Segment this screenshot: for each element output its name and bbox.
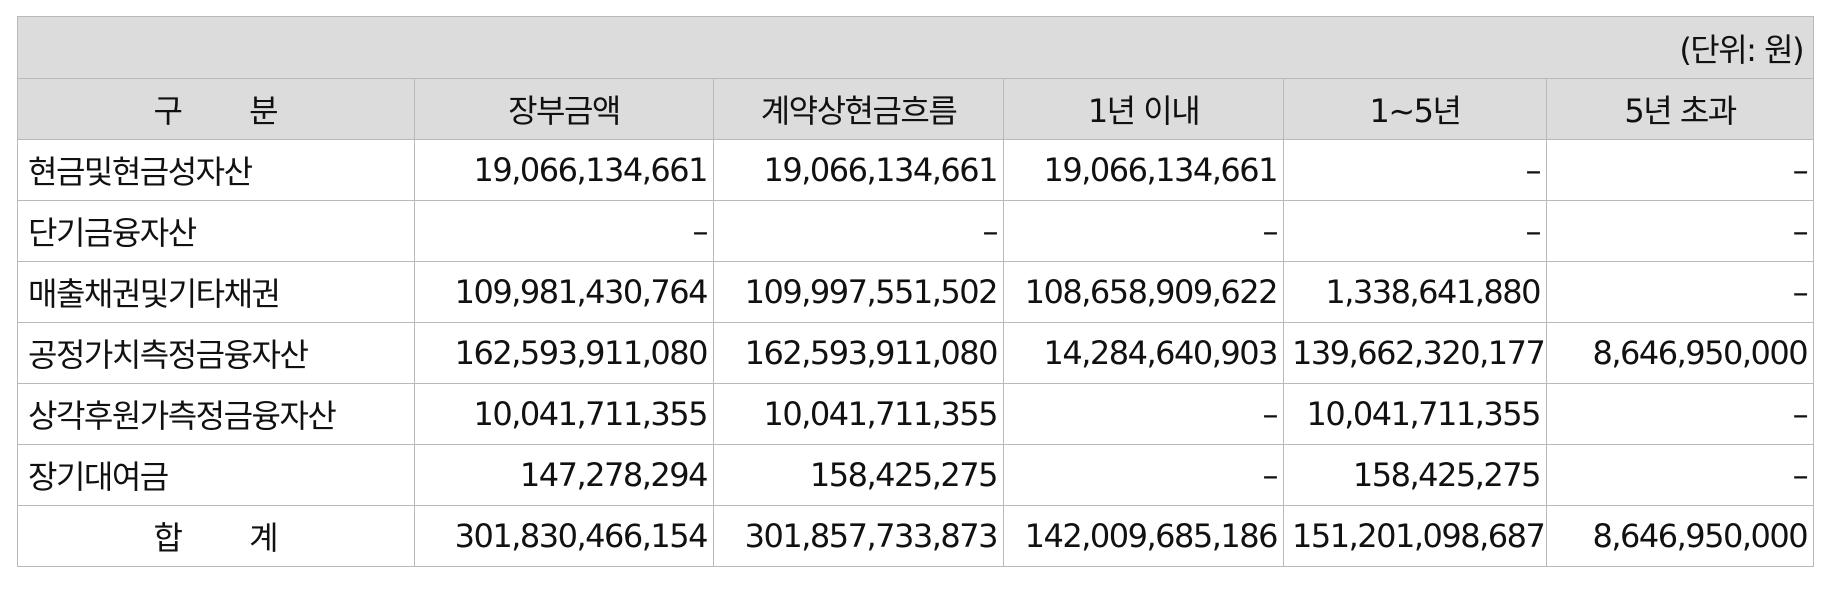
total-over-5-years: 8,646,950,000	[1545, 505, 1815, 567]
cell-carrying-amount: 10,041,711,355	[414, 383, 714, 445]
cell-1-to-5-years: 1,338,641,880	[1283, 261, 1547, 323]
cell-carrying-amount: 109,981,430,764	[414, 261, 714, 323]
cell-within-1-year: 19,066,134,661	[1003, 139, 1284, 201]
cell-within-1-year: 14,284,640,903	[1003, 322, 1284, 384]
cell-over-5-years: 8,646,950,000	[1545, 322, 1815, 384]
cell-within-1-year: –	[1003, 383, 1284, 445]
cell-1-to-5-years: –	[1283, 139, 1547, 201]
table-row: 단기금융자산 – – – – –	[17, 200, 1815, 262]
cell-contractual-cash-flow: –	[713, 200, 1004, 262]
row-label: 장기대여금	[17, 444, 415, 506]
header-row: 구 분 장부금액 계약상현금흐름 1년 이내 1~5년 5년 초과	[17, 78, 1815, 140]
cell-within-1-year: –	[1003, 200, 1284, 262]
cell-over-5-years: –	[1545, 139, 1815, 201]
cell-over-5-years: –	[1545, 444, 1815, 506]
header-1-to-5-years: 1~5년	[1283, 78, 1547, 140]
table-row: 현금및현금성자산 19,066,134,661 19,066,134,661 1…	[17, 139, 1815, 201]
header-within-1-year: 1년 이내	[1003, 78, 1284, 140]
unit-label: (단위: 원)	[16, 16, 1815, 79]
header-contractual-cash-flow: 계약상현금흐름	[713, 78, 1004, 140]
cell-1-to-5-years: 139,662,320,177	[1283, 322, 1547, 384]
cell-within-1-year: –	[1003, 444, 1284, 506]
cell-over-5-years: –	[1545, 200, 1815, 262]
row-label: 상각후원가측정금융자산	[17, 383, 415, 445]
row-label: 공정가치측정금융자산	[17, 322, 415, 384]
total-carrying-amount: 301,830,466,154	[414, 505, 714, 567]
liquidity-table-container: (단위: 원) 구 분 장부금액 계약상현금흐름 1년 이내 1~5년 5년 초…	[16, 16, 1815, 567]
cell-over-5-years: –	[1545, 261, 1815, 323]
cell-contractual-cash-flow: 109,997,551,502	[713, 261, 1004, 323]
total-label: 합 계	[17, 505, 415, 567]
total-row: 합 계 301,830,466,154 301,857,733,873 142,…	[17, 505, 1815, 567]
header-carrying-amount: 장부금액	[414, 78, 714, 140]
table-row: 공정가치측정금융자산 162,593,911,080 162,593,911,0…	[17, 322, 1815, 384]
cell-1-to-5-years: –	[1283, 200, 1547, 262]
financial-asset-maturity-table: (단위: 원) 구 분 장부금액 계약상현금흐름 1년 이내 1~5년 5년 초…	[16, 16, 1815, 567]
row-label: 단기금융자산	[17, 200, 415, 262]
cell-carrying-amount: 19,066,134,661	[414, 139, 714, 201]
cell-contractual-cash-flow: 162,593,911,080	[713, 322, 1004, 384]
cell-contractual-cash-flow: 158,425,275	[713, 444, 1004, 506]
cell-1-to-5-years: 10,041,711,355	[1283, 383, 1547, 445]
cell-carrying-amount: –	[414, 200, 714, 262]
cell-contractual-cash-flow: 19,066,134,661	[713, 139, 1004, 201]
cell-carrying-amount: 147,278,294	[414, 444, 714, 506]
header-over-5-years: 5년 초과	[1545, 78, 1815, 140]
total-within-1-year: 142,009,685,186	[1003, 505, 1284, 567]
total-1-to-5-years: 151,201,098,687	[1283, 505, 1547, 567]
cell-within-1-year: 108,658,909,622	[1003, 261, 1284, 323]
unit-row: (단위: 원)	[16, 16, 1815, 79]
table-row: 매출채권및기타채권 109,981,430,764 109,997,551,50…	[17, 261, 1815, 323]
row-label: 매출채권및기타채권	[17, 261, 415, 323]
header-category: 구 분	[17, 78, 415, 140]
row-label: 현금및현금성자산	[17, 139, 415, 201]
cell-contractual-cash-flow: 10,041,711,355	[713, 383, 1004, 445]
table-row: 장기대여금 147,278,294 158,425,275 – 158,425,…	[17, 444, 1815, 506]
cell-1-to-5-years: 158,425,275	[1283, 444, 1547, 506]
total-contractual-cash-flow: 301,857,733,873	[713, 505, 1004, 567]
cell-over-5-years: –	[1545, 383, 1815, 445]
table-row: 상각후원가측정금융자산 10,041,711,355 10,041,711,35…	[17, 383, 1815, 445]
cell-carrying-amount: 162,593,911,080	[414, 322, 714, 384]
